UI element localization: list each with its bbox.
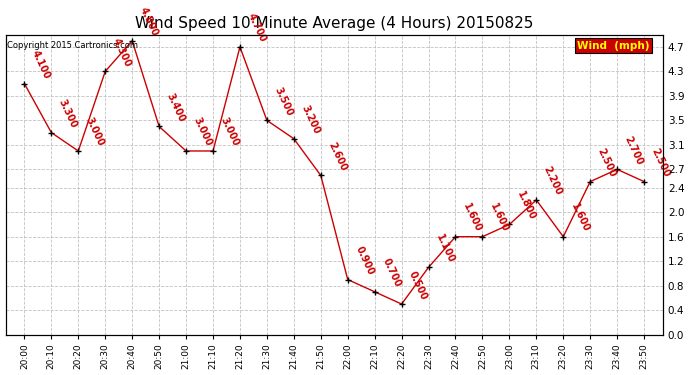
- Text: 3.200: 3.200: [299, 104, 322, 136]
- Text: 0.700: 0.700: [380, 257, 402, 289]
- Text: 4.300: 4.300: [111, 36, 133, 69]
- Text: 2.600: 2.600: [326, 141, 348, 173]
- Text: Wind  (mph): Wind (mph): [578, 40, 650, 51]
- Text: 2.500: 2.500: [650, 147, 671, 179]
- Title: Wind Speed 10 Minute Average (4 Hours) 20150825: Wind Speed 10 Minute Average (4 Hours) 2…: [135, 16, 533, 31]
- Text: 1.600: 1.600: [488, 202, 510, 234]
- Text: 2.500: 2.500: [595, 147, 618, 179]
- Text: 3.000: 3.000: [84, 116, 106, 148]
- Text: 2.700: 2.700: [622, 135, 644, 166]
- Text: 3.400: 3.400: [165, 92, 187, 124]
- Text: Copyright 2015 Cartronics.com: Copyright 2015 Cartronics.com: [7, 40, 138, 50]
- Text: 3.000: 3.000: [192, 116, 214, 148]
- Text: 0.900: 0.900: [353, 245, 375, 277]
- Text: 4.100: 4.100: [30, 49, 52, 81]
- Text: 2.200: 2.200: [542, 165, 564, 197]
- Text: 1.600: 1.600: [569, 202, 591, 234]
- Text: 3.300: 3.300: [57, 98, 79, 130]
- Text: 3.000: 3.000: [219, 116, 241, 148]
- Text: 4.800: 4.800: [138, 6, 160, 38]
- Text: 1.100: 1.100: [434, 232, 456, 264]
- Text: 0.500: 0.500: [407, 269, 429, 301]
- Text: 4.700: 4.700: [246, 12, 268, 44]
- Text: 3.500: 3.500: [273, 86, 295, 118]
- Text: 1.600: 1.600: [461, 202, 483, 234]
- Text: 1.800: 1.800: [515, 189, 537, 222]
